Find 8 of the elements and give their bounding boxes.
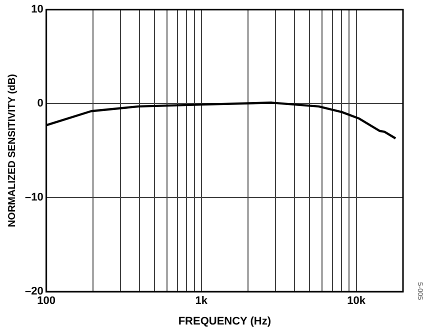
x-tick-label: 10k xyxy=(347,295,366,308)
x-tick-label: 100 xyxy=(37,295,56,308)
y-tick-label: –10 xyxy=(24,192,44,204)
y-axis-title: NORMALIZED SENSITIVITY (dB) xyxy=(6,74,18,228)
x-tick-label: 1k xyxy=(195,295,208,308)
y-tick-label: 0 xyxy=(37,98,44,110)
x-axis-title: FREQUENCY (Hz) xyxy=(178,315,272,328)
y-tick-label: 10 xyxy=(31,4,44,16)
